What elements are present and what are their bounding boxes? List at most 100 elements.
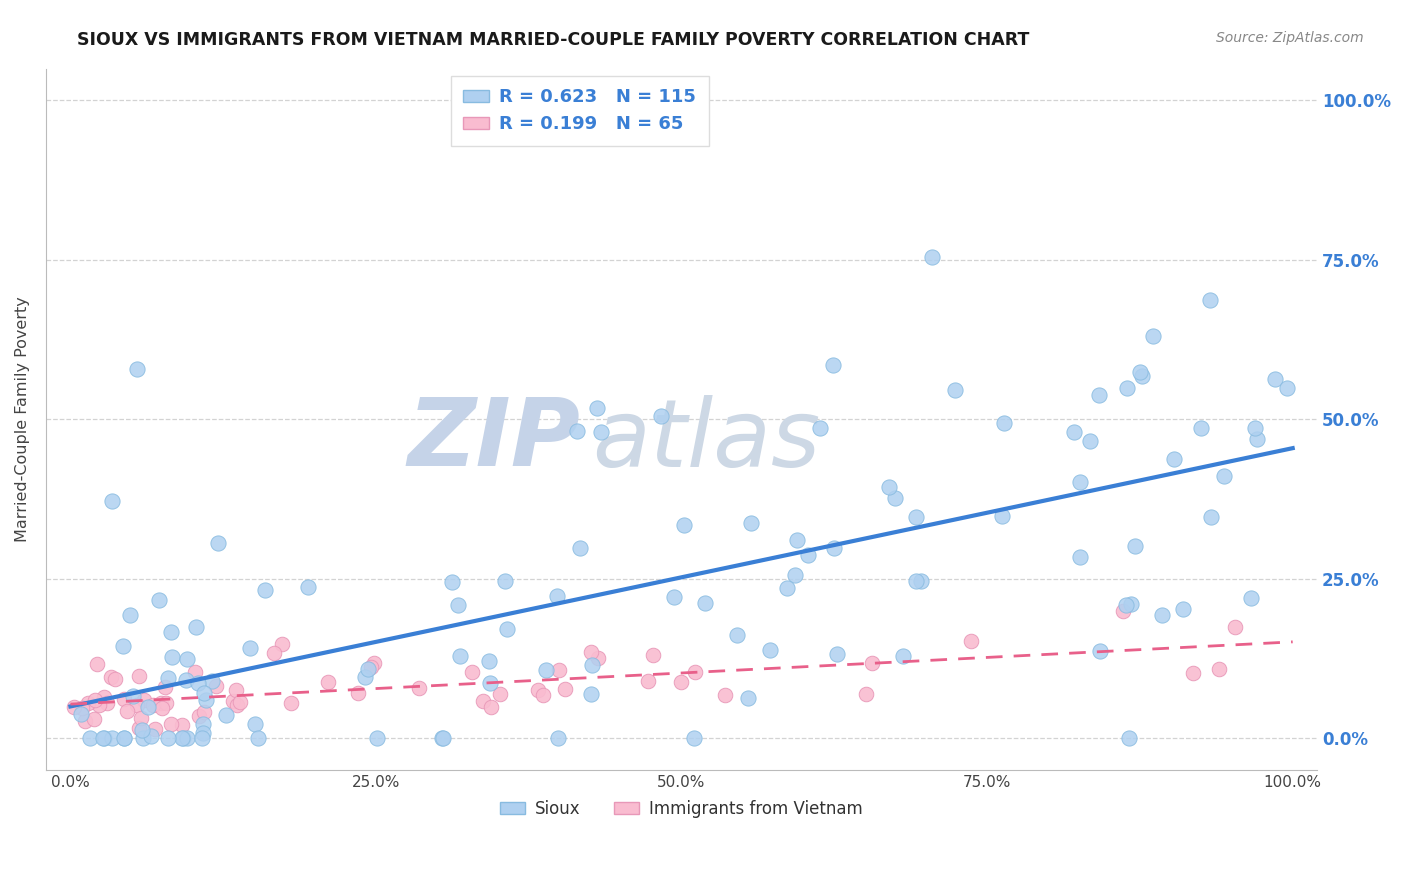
Point (1119, 597, 1142, 611)
Point (363, 656, 385, 670)
Point (546, 589, 568, 603)
Point (579, 645, 602, 659)
Point (479, 676, 502, 690)
Point (494, 574, 516, 588)
Point (1182, 665, 1205, 680)
Point (253, 583, 276, 598)
Point (132, 693, 155, 707)
Point (142, 698, 165, 713)
Point (93, 690, 115, 705)
Point (449, 649, 471, 664)
Point (884, 491, 907, 506)
Point (77, 696, 100, 710)
Point (1208, 662, 1230, 676)
Point (170, 718, 193, 732)
Point (991, 508, 1014, 523)
Point (891, 649, 914, 664)
Point (366, 731, 388, 745)
Point (148, 593, 170, 607)
Point (1116, 381, 1139, 395)
Point (150, 701, 173, 715)
Point (478, 654, 501, 668)
Text: Source: ZipAtlas.com: Source: ZipAtlas.com (1216, 31, 1364, 45)
Point (125, 698, 148, 712)
Point (172, 731, 194, 745)
Point (93, 731, 115, 745)
Point (316, 674, 339, 689)
Point (122, 690, 145, 704)
Point (1199, 509, 1222, 524)
Point (579, 687, 602, 701)
Point (910, 574, 932, 588)
Point (786, 533, 808, 547)
Point (534, 663, 557, 677)
Point (112, 691, 135, 706)
Point (263, 646, 285, 660)
Point (1163, 452, 1185, 467)
Point (496, 622, 519, 636)
Point (441, 574, 464, 589)
Point (825, 647, 848, 661)
Point (672, 518, 695, 533)
Point (159, 717, 181, 731)
Point (1069, 475, 1091, 489)
Point (201, 673, 224, 688)
Point (160, 625, 183, 640)
Point (695, 596, 717, 610)
Point (347, 686, 370, 700)
Point (959, 633, 981, 648)
Point (191, 716, 214, 731)
Point (671, 674, 693, 689)
Point (1112, 603, 1135, 617)
Point (905, 574, 928, 588)
Point (904, 510, 927, 524)
Point (1275, 381, 1298, 395)
Point (1063, 425, 1085, 440)
Point (1240, 591, 1263, 605)
Point (643, 648, 665, 662)
Point (246, 731, 269, 745)
Point (683, 665, 706, 679)
Point (1223, 620, 1246, 634)
Point (581, 658, 603, 673)
Point (1129, 365, 1152, 379)
Point (193, 705, 215, 719)
Point (176, 652, 198, 666)
Point (823, 541, 845, 555)
Point (785, 568, 807, 582)
Point (100, 671, 122, 685)
Point (96, 697, 118, 711)
Point (360, 660, 382, 674)
Point (1142, 329, 1164, 343)
Point (1078, 434, 1101, 449)
Point (155, 680, 177, 694)
Point (226, 698, 249, 712)
Point (1118, 731, 1140, 745)
Point (796, 548, 818, 562)
Point (1088, 388, 1111, 402)
Point (111, 639, 134, 653)
Point (650, 409, 672, 423)
Point (73, 714, 96, 728)
Point (70, 707, 93, 722)
Point (461, 665, 484, 680)
Point (86, 657, 108, 671)
Point (547, 663, 569, 677)
Point (921, 250, 943, 264)
Text: ZIP: ZIP (406, 394, 579, 486)
Point (128, 669, 150, 683)
Point (131, 723, 153, 738)
Point (860, 656, 883, 670)
Point (432, 731, 454, 745)
Point (128, 722, 150, 736)
Point (207, 536, 229, 550)
Point (1130, 369, 1153, 384)
Point (554, 682, 576, 697)
Point (193, 726, 215, 740)
Point (855, 686, 877, 700)
Point (714, 688, 737, 702)
Point (297, 580, 319, 594)
Point (775, 581, 797, 595)
Point (1213, 468, 1236, 483)
Point (1152, 607, 1174, 622)
